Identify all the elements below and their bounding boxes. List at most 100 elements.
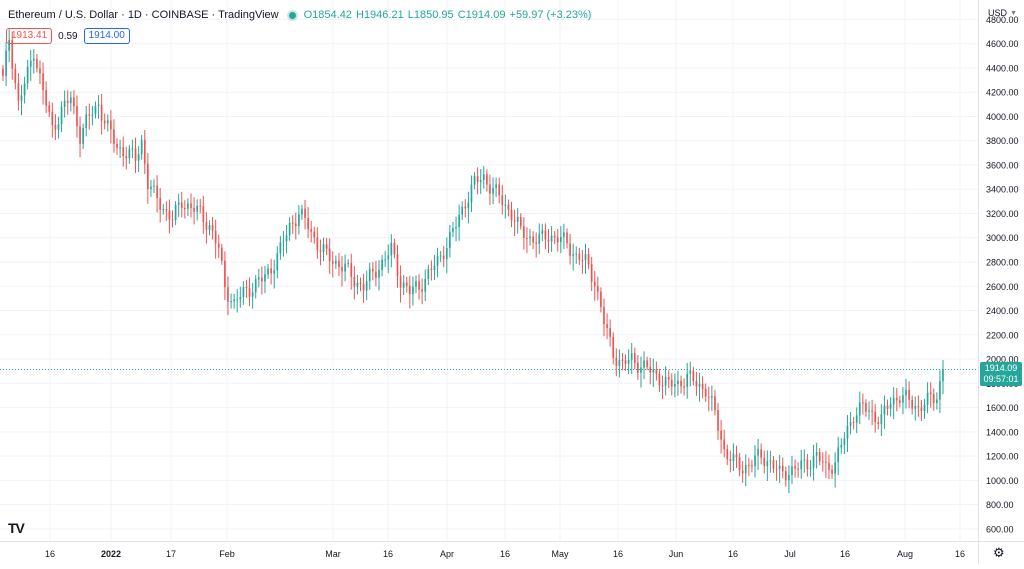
candle-body (17, 83, 20, 101)
candle-body (2, 68, 4, 76)
candle-body (421, 289, 423, 292)
buy-price-button[interactable]: 1914.00 (83, 28, 130, 44)
candle-body (214, 230, 217, 244)
candle-body (707, 396, 710, 398)
candle-body (393, 242, 396, 255)
candle-body (378, 269, 380, 278)
candle-body (436, 256, 439, 266)
candle-body (42, 73, 44, 91)
time-tick-label: May (551, 549, 569, 559)
candle-body (8, 39, 11, 51)
candle-body (618, 360, 621, 366)
candle-body (319, 250, 322, 252)
candle-body (427, 269, 430, 279)
candle-body (714, 396, 716, 411)
candle-body (449, 231, 451, 249)
candle-body (359, 282, 362, 284)
candle-body (587, 254, 590, 265)
gear-icon[interactable]: ⚙ (993, 545, 1005, 560)
candle-body (390, 242, 393, 256)
candle-body (498, 184, 501, 196)
price-tick-label: 4200.00 (986, 88, 1019, 98)
candle-body (926, 392, 929, 405)
candle-body (529, 236, 531, 239)
candle-body (837, 447, 840, 463)
candle-body (217, 243, 220, 248)
candle-body (794, 466, 796, 469)
candle-body (590, 264, 593, 282)
candle-body (646, 360, 648, 367)
candle-body (371, 268, 374, 272)
candle-body (489, 184, 491, 194)
candle-body (544, 230, 547, 240)
price-tick-label: 2200.00 (986, 330, 1019, 340)
tradingview-logo-icon[interactable]: TV (8, 520, 25, 536)
candle-body (20, 95, 23, 101)
price-tick-label: 1600.00 (986, 403, 1019, 413)
price-scale[interactable]: USD ▼ 600.00 800.00 1000.00 1200.00 1400.00 1… (978, 0, 1024, 541)
candle-body (695, 381, 698, 387)
price-tick-label: 2400.00 (986, 306, 1019, 316)
candle-body (467, 202, 470, 209)
candle-body (257, 277, 260, 280)
candle-body (751, 465, 753, 467)
market-status-icon[interactable] (288, 11, 296, 19)
candle-body (889, 404, 892, 409)
candle-body (633, 353, 636, 363)
candle-body (242, 287, 245, 297)
time-tick-label: Mar (325, 549, 341, 559)
candle-body (920, 407, 923, 412)
price-tick-label: 3600.00 (986, 160, 1019, 170)
candle-body (331, 261, 334, 264)
sell-price-button[interactable]: 1913.41 (6, 28, 53, 44)
candle-body (680, 380, 682, 387)
candle-body (606, 324, 608, 328)
candle-body (501, 195, 504, 205)
time-tick-label: 17 (166, 549, 176, 559)
candle-body (892, 397, 895, 405)
candle-body (461, 206, 464, 215)
candle-body (939, 381, 941, 400)
candle-body (347, 262, 350, 264)
candlestick-plot[interactable] (0, 0, 978, 541)
candle-body (433, 265, 436, 270)
candle-body (88, 114, 91, 116)
candle-body (399, 276, 402, 288)
candle-body (658, 373, 661, 386)
candle-body (717, 410, 719, 431)
candle-body (720, 430, 722, 440)
candle-body (251, 292, 254, 297)
candle-body (177, 202, 180, 205)
price-tick-label: 3800.00 (986, 136, 1019, 146)
candle-body (711, 396, 713, 398)
candle-body (307, 217, 309, 230)
candle-body (350, 262, 353, 277)
symbol-legend: Ethereum / U.S. Dollar · 1D · COINBASE ·… (8, 9, 592, 21)
currency-selector[interactable]: USD ▼ (988, 8, 1017, 18)
candle-body (54, 124, 57, 130)
candle-body (224, 260, 226, 288)
countdown-value: 09:57:01 (983, 374, 1019, 385)
settings-corner[interactable]: ⚙ (978, 541, 1024, 564)
candle-body (778, 465, 781, 470)
time-scale[interactable]: 16 2022 17 Feb Mar 16 Apr 16 May 16 Jun 16 Jul 16 Aug 1… (0, 541, 978, 564)
candle-body (91, 114, 94, 116)
candle-body (14, 68, 17, 84)
candle-body (368, 268, 371, 282)
chart-pane[interactable]: Ethereum / U.S. Dollar · 1D · COINBASE ·… (0, 0, 978, 541)
candle-body (236, 299, 239, 301)
candle-body (36, 58, 38, 69)
candle-body (652, 369, 655, 373)
candle-body (458, 214, 460, 228)
candle-body (125, 156, 128, 159)
candle-body (270, 268, 272, 274)
candle-body (180, 202, 183, 208)
candle-body (82, 128, 84, 144)
candle-body (809, 467, 812, 470)
candle-body (442, 255, 445, 260)
symbol-title[interactable]: Ethereum / U.S. Dollar · 1D · COINBASE ·… (8, 9, 279, 21)
candle-body (677, 380, 679, 385)
candle-body (781, 465, 784, 472)
candle-body (328, 248, 331, 262)
